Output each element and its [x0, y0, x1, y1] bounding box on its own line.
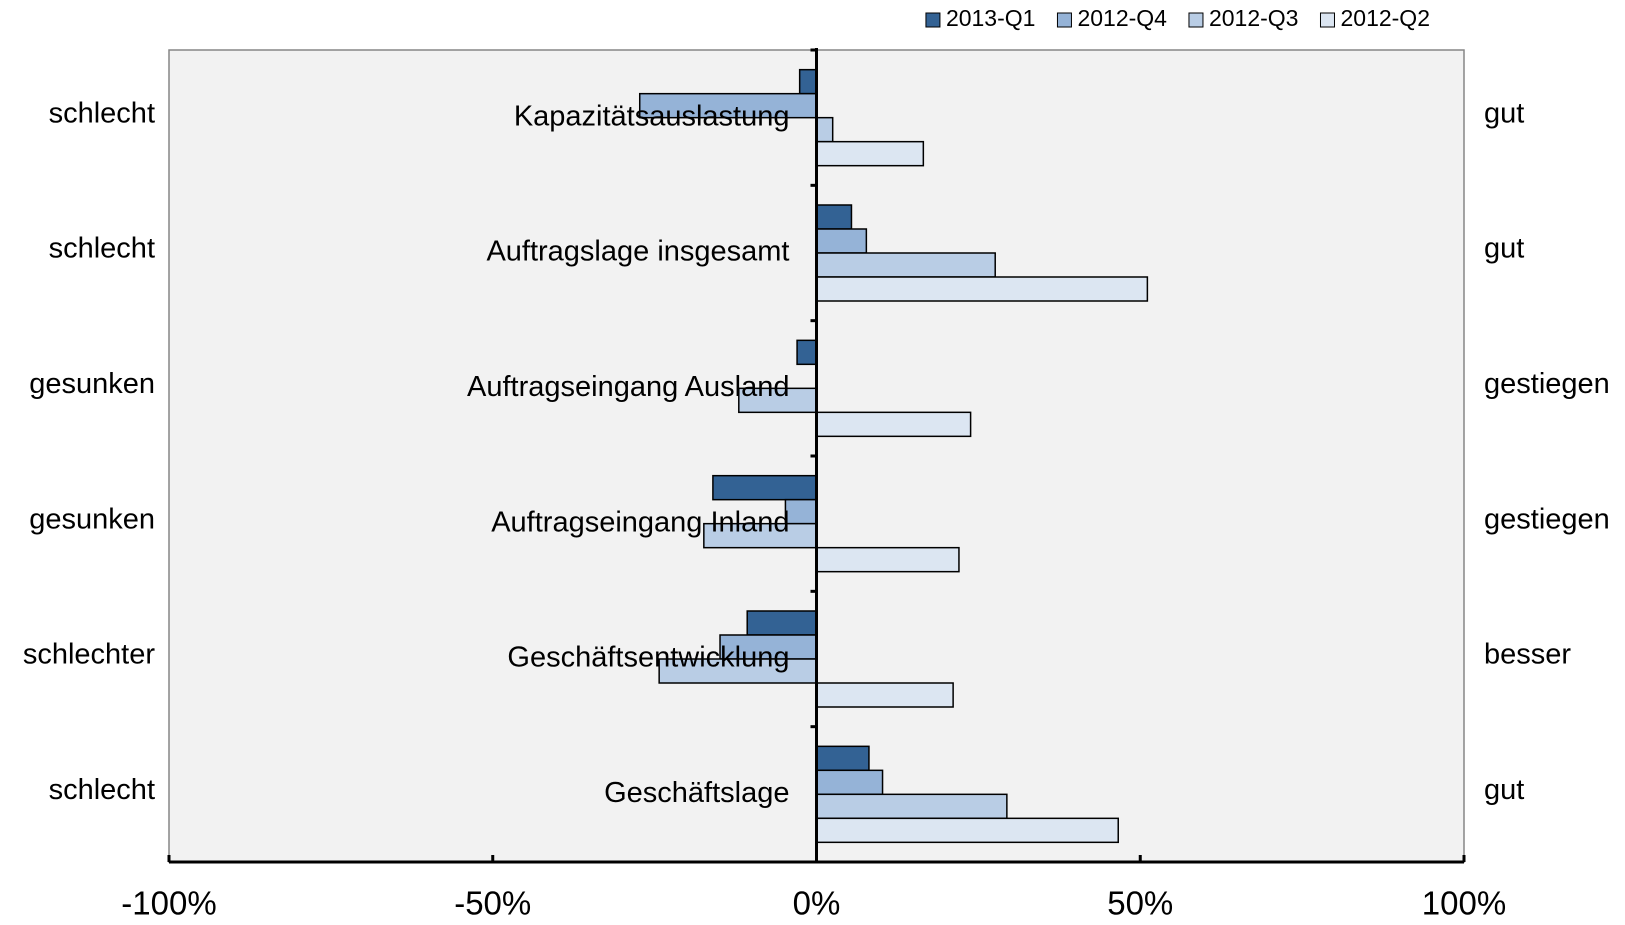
bar: [815, 411, 972, 438]
right-label: gut: [1484, 774, 1524, 806]
right-label: gestiegen: [1484, 368, 1610, 400]
bar: [658, 658, 818, 684]
bar: [815, 140, 925, 167]
left-label: gesunken: [29, 503, 155, 535]
bar: [815, 546, 960, 573]
x-tick-label: 0%: [793, 885, 841, 922]
bar: [815, 228, 868, 254]
bar: [815, 745, 870, 772]
x-tick-label: 100%: [1422, 885, 1506, 922]
legend-label: 2013-Q1: [946, 5, 1036, 31]
right-label: gut: [1484, 233, 1524, 265]
right-label: gut: [1484, 97, 1524, 129]
x-tick-label: -50%: [454, 885, 531, 922]
category-label: Auftragseingang Ausland: [467, 371, 789, 403]
legend-swatch: [1319, 12, 1335, 28]
category-label: Auftragseingang Inland: [491, 506, 789, 538]
bar: [815, 276, 1149, 302]
right-label: besser: [1484, 639, 1571, 671]
left-label: schlecht: [49, 97, 155, 129]
bar: [815, 204, 853, 230]
bar: [815, 793, 1008, 820]
legend-label: 2012-Q2: [1340, 5, 1430, 31]
category-label: Auftragslage insgesamt: [486, 236, 789, 268]
bar: [784, 498, 818, 525]
bar: [815, 817, 1119, 844]
category-label: Geschäftsentwicklung: [507, 642, 789, 674]
left-label: schlecht: [49, 774, 155, 806]
bar: [796, 339, 818, 366]
bar: [798, 68, 818, 95]
right-label: gestiegen: [1484, 503, 1610, 535]
bar: [815, 252, 996, 278]
legend-swatch: [1056, 12, 1072, 28]
left-label: schlechter: [23, 639, 156, 671]
category-label: Geschäftslage: [604, 777, 789, 809]
legend-label: 2012-Q3: [1209, 5, 1299, 31]
category-label: Kapazitätsauslastung: [514, 100, 790, 132]
bar: [815, 116, 834, 143]
x-tick-label: 50%: [1107, 885, 1173, 922]
bar: [815, 769, 884, 796]
left-label: gesunken: [29, 368, 155, 400]
x-tick-label: -100%: [121, 885, 216, 922]
bar: [712, 474, 818, 501]
legend-swatch: [1188, 12, 1204, 28]
bar: [638, 92, 818, 119]
bar: [738, 387, 818, 414]
bar: [746, 610, 818, 636]
left-label: schlecht: [49, 233, 155, 265]
legend-swatch: [925, 12, 941, 28]
bar: [815, 682, 954, 708]
legend-label: 2012-Q4: [1077, 5, 1167, 31]
